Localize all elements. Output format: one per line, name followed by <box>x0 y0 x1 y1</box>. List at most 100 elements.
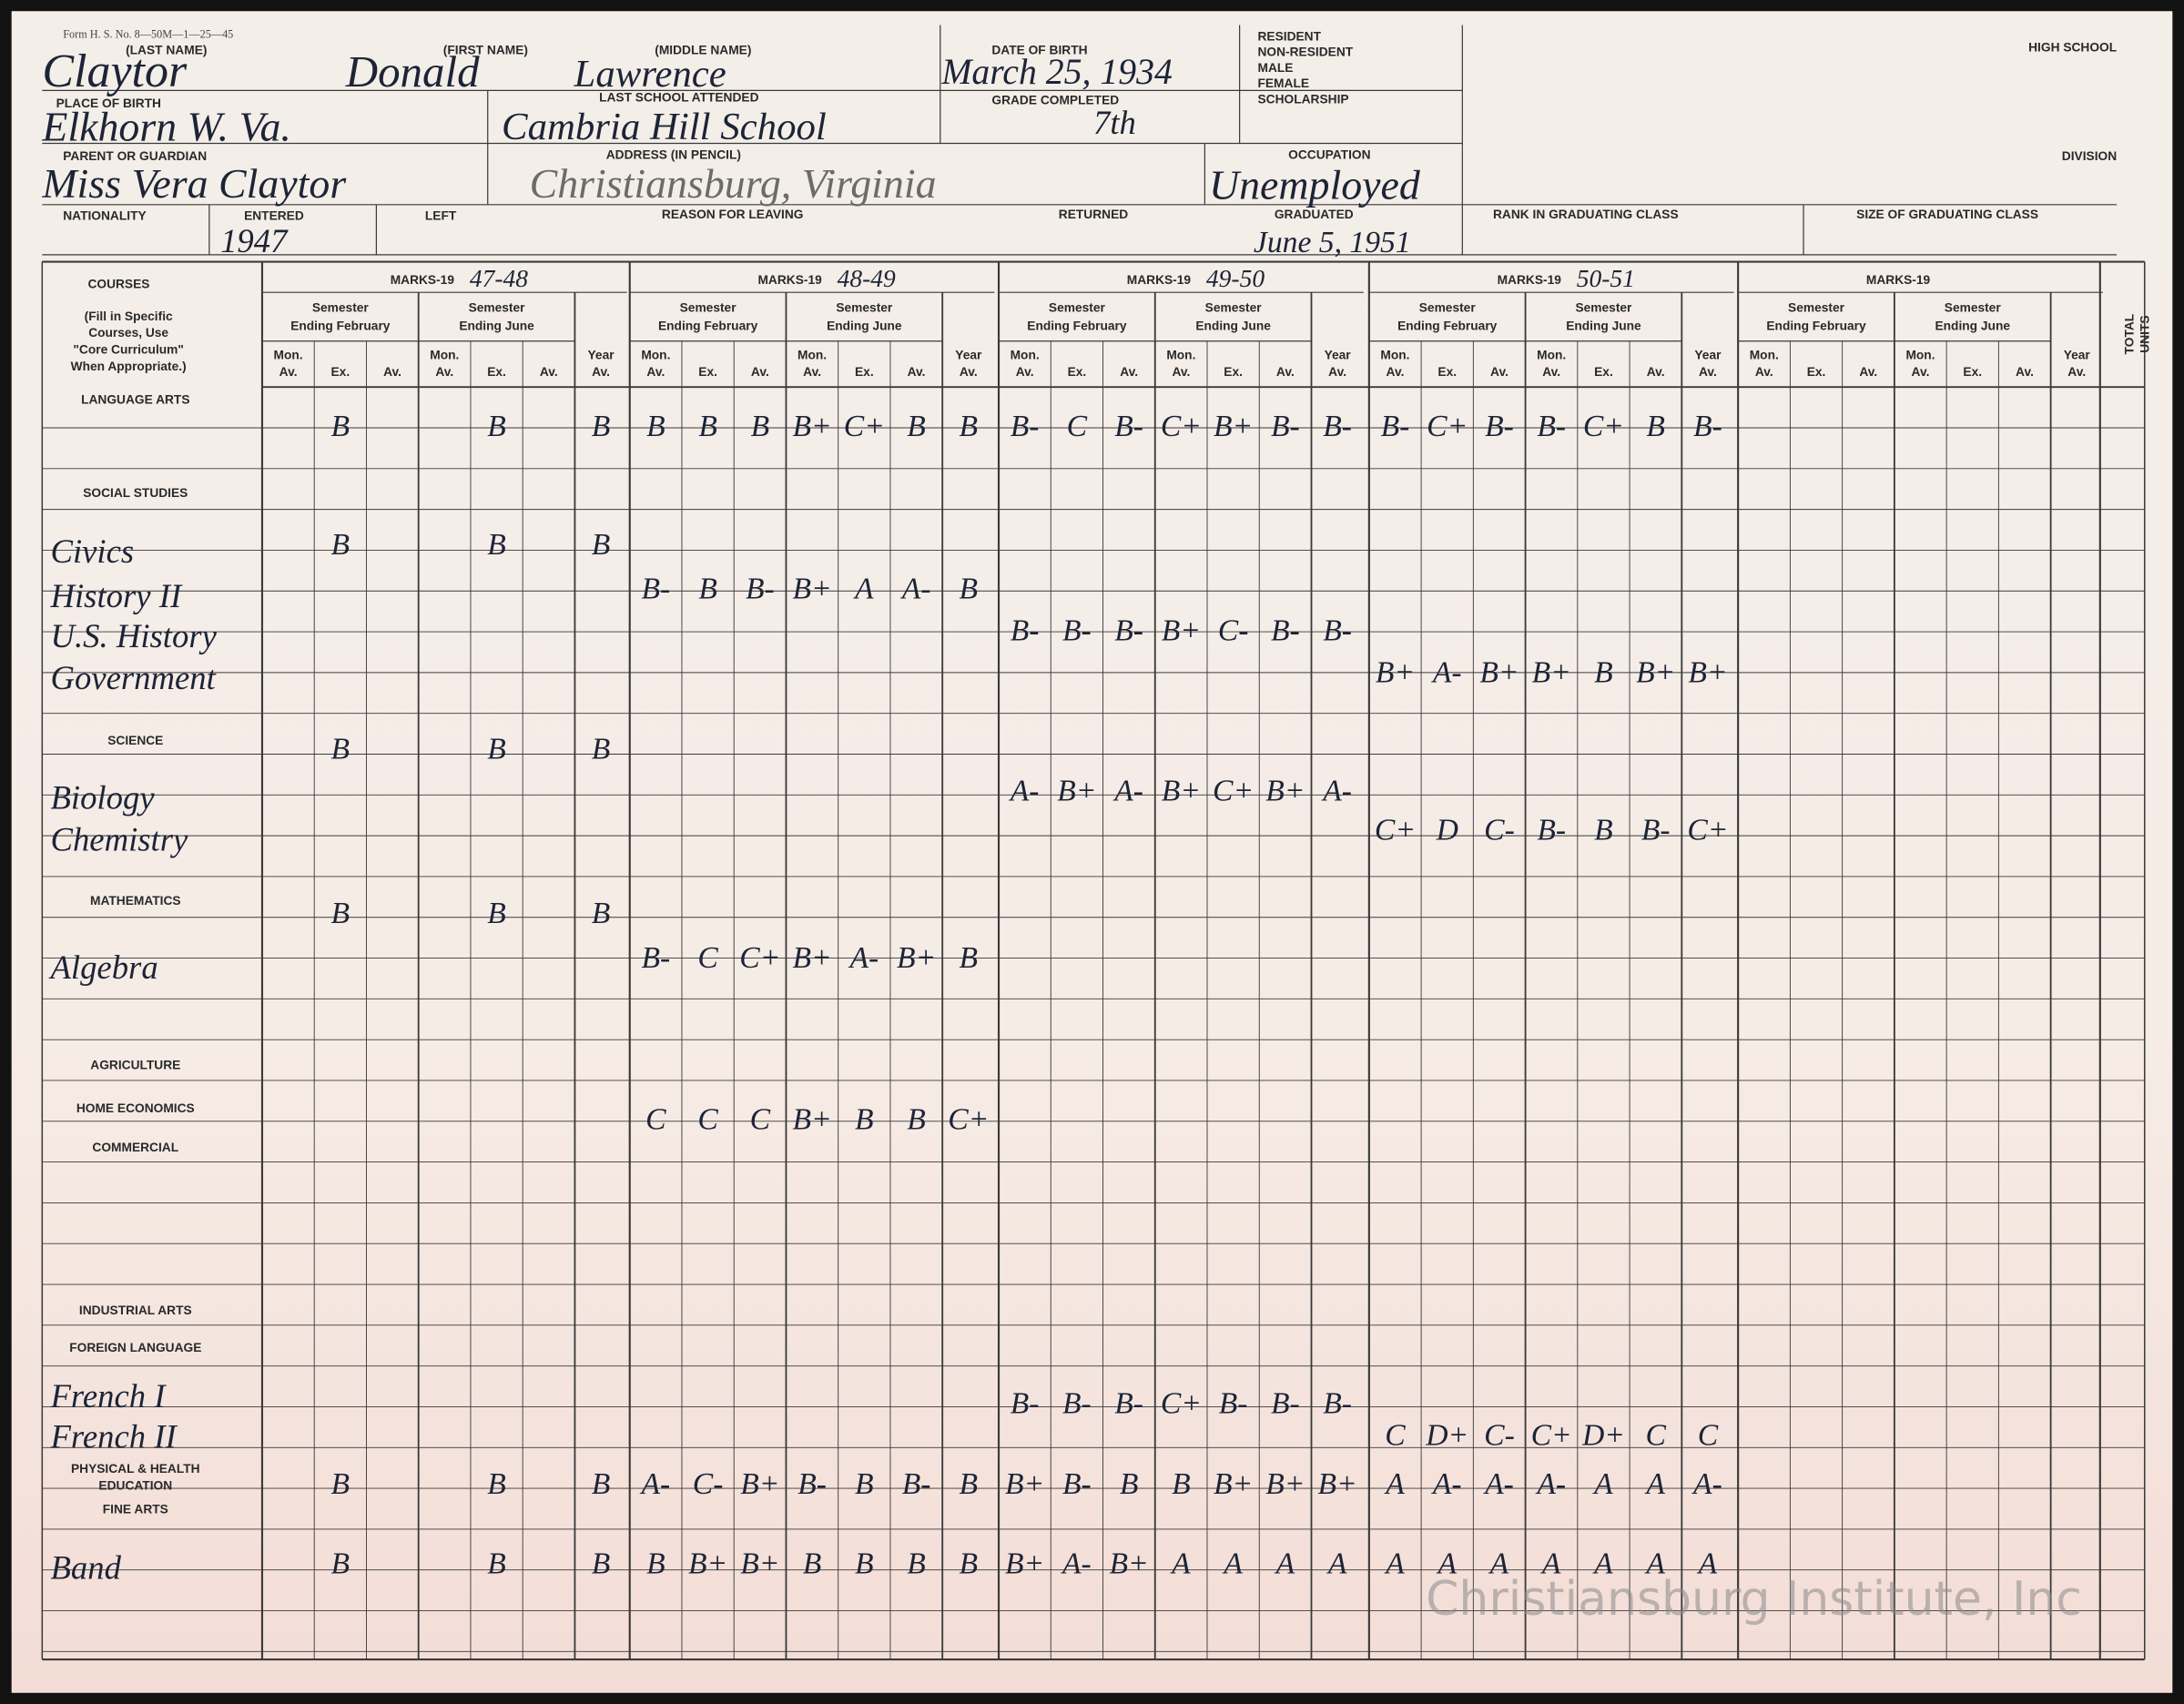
semester-label: Ending June <box>1935 319 2010 332</box>
grade: B <box>646 1547 665 1580</box>
column-label: Av. <box>2016 365 2034 379</box>
grade: A <box>1384 1467 1405 1501</box>
field-label: RANK IN GRADUATING CLASS <box>1493 208 1679 221</box>
grade: B <box>1594 813 1613 847</box>
grade: C+ <box>948 1102 989 1136</box>
course-category: SOCIAL STUDIES <box>83 486 188 500</box>
semester-label: Ending June <box>1195 319 1271 332</box>
grade: C <box>697 1102 718 1136</box>
field-value: Elkhorn W. Va. <box>41 103 291 149</box>
grade: A <box>1644 1547 1665 1580</box>
field-label: ADDRESS (IN PENCIL) <box>606 147 741 161</box>
column-label: Ex. <box>1224 365 1243 379</box>
column-label: Av. <box>908 365 926 379</box>
grade: A <box>1170 1547 1191 1580</box>
field-label: SIZE OF GRADUATING CLASS <box>1856 208 2038 221</box>
grade: C+ <box>844 410 885 443</box>
column-label: Av. <box>1387 365 1405 379</box>
grade: A- <box>1061 1547 1092 1580</box>
grade: B+ <box>1688 655 1727 689</box>
column-label: Ex. <box>1807 365 1826 379</box>
grade: B- <box>1011 614 1040 648</box>
semester-label: Ending June <box>827 319 902 332</box>
course-category: LANGUAGE ARTS <box>81 393 189 407</box>
grade: B+ <box>1110 1547 1149 1580</box>
grade: A <box>1697 1547 1718 1580</box>
grade: B <box>1646 410 1665 443</box>
field-label: (LAST NAME) <box>126 44 207 57</box>
course-name: Chemistry <box>51 820 189 857</box>
semester-label: Semester <box>836 301 893 315</box>
status-option: SCHOLARSHIP <box>1258 92 1349 106</box>
column-label: Av. <box>803 365 821 379</box>
grade: B <box>331 410 350 443</box>
grade: B <box>487 528 506 562</box>
field-value: June 5, 1951 <box>1254 226 1411 259</box>
column-label: Ex. <box>698 365 717 379</box>
grade: B+ <box>792 410 831 443</box>
column-label: Mon. <box>1166 349 1195 362</box>
field-label: RETURNED <box>1059 208 1128 221</box>
semester-label: Semester <box>1575 301 1632 315</box>
semester-label: Ending February <box>1397 319 1498 332</box>
field-label: NATIONALITY <box>63 209 146 223</box>
column-label: Year <box>1694 349 1722 362</box>
grade: C+ <box>1375 813 1416 847</box>
grade: C <box>1067 410 1088 443</box>
grade: B+ <box>897 941 936 975</box>
field-value: Cambria Hill School <box>502 106 827 148</box>
grade: C- <box>1484 1419 1515 1453</box>
column-label: Year <box>2064 349 2091 362</box>
status-option: RESIDENT <box>1258 29 1322 43</box>
grade: B <box>960 941 979 975</box>
grade: B+ <box>1532 655 1571 689</box>
grade: C <box>645 1102 666 1136</box>
grade: B+ <box>1265 774 1305 807</box>
status-option: NON-RESIDENT <box>1258 46 1354 59</box>
semester-label: Semester <box>1945 301 2002 315</box>
grade: A <box>1644 1467 1665 1501</box>
grade: A- <box>1009 774 1040 807</box>
grade: A- <box>1483 1467 1514 1501</box>
grade: C <box>1645 1419 1666 1453</box>
grade: C <box>697 941 718 975</box>
grade: B+ <box>1376 655 1415 689</box>
field-label: PARENT OR GUARDIAN <box>63 149 207 163</box>
semester-label: Ending June <box>459 319 534 332</box>
marks-year: 48-49 <box>838 264 896 292</box>
grade: A <box>853 573 874 606</box>
column-label: Year <box>955 349 982 362</box>
column-label: Mon. <box>1750 349 1779 362</box>
column-label: Av. <box>1859 365 1877 379</box>
field-value: Donald <box>345 46 480 96</box>
grade: B- <box>1271 1386 1300 1420</box>
grade: B <box>592 897 611 930</box>
semester-label: Semester <box>312 301 370 315</box>
grade: B <box>960 1467 979 1501</box>
paper <box>11 11 2173 1693</box>
column-label: Mon. <box>1905 349 1935 362</box>
grade: B <box>960 573 979 606</box>
column-label: Av. <box>540 365 558 379</box>
grade: B+ <box>1317 1467 1356 1501</box>
status-option: FEMALE <box>1258 76 1310 90</box>
grade: A- <box>639 1467 670 1501</box>
grade: A- <box>900 573 931 606</box>
grade: C- <box>1484 813 1515 847</box>
marks-heading: MARKS-19 <box>1498 273 1562 287</box>
grade: C <box>1698 1419 1719 1453</box>
marks-heading: MARKS-19 <box>1866 273 1931 287</box>
semester-label: Ending February <box>658 319 758 332</box>
field-label: DATE OF BIRTH <box>991 44 1087 57</box>
grade: B+ <box>1057 774 1096 807</box>
courses-note: Courses, Use <box>88 326 168 340</box>
column-label: Year <box>588 349 615 362</box>
courses-note: (Fill in Specific <box>85 309 173 323</box>
grade: A- <box>1535 1467 1566 1501</box>
grade: B- <box>902 1467 931 1501</box>
grade: B- <box>1381 410 1410 443</box>
grade: B+ <box>1005 1467 1044 1501</box>
grade: A- <box>1112 774 1143 807</box>
marks-year: 49-50 <box>1206 264 1265 292</box>
